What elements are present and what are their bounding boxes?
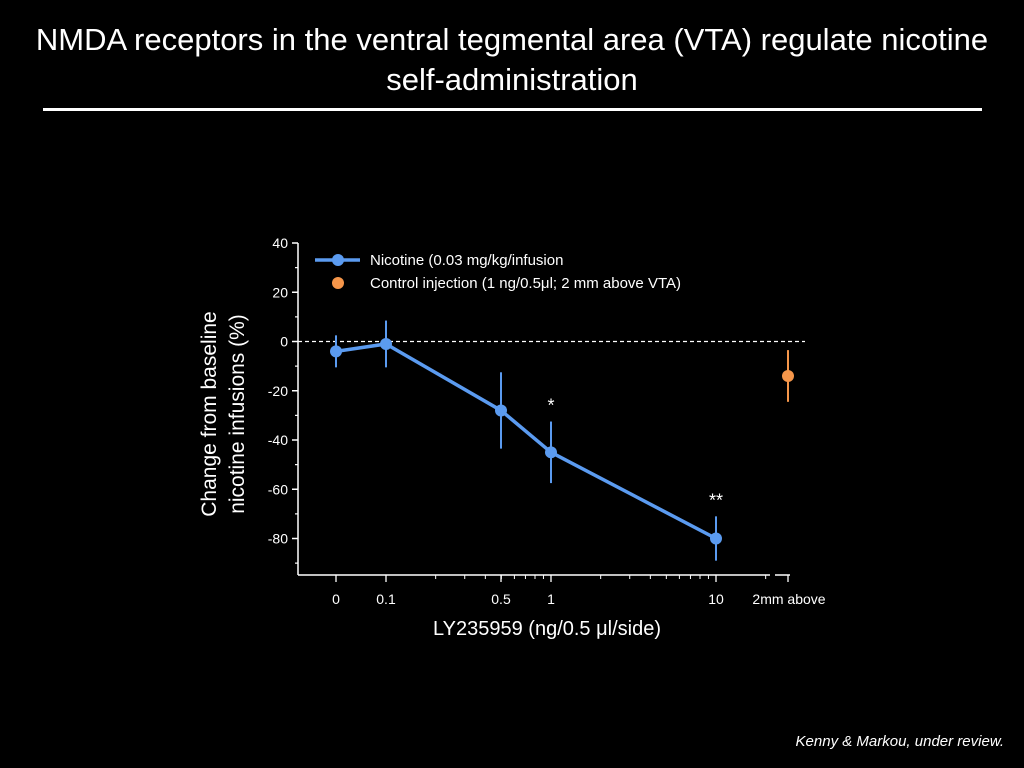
title-divider xyxy=(43,108,982,111)
x-axis-label: LY235959 (ng/0.5 μl/side) xyxy=(433,618,661,640)
data-point xyxy=(380,337,392,350)
citation: Kenny & Markou, under review. xyxy=(795,733,1004,750)
series-line xyxy=(335,342,717,541)
y-tick-label: 0 xyxy=(280,334,288,350)
data-point xyxy=(545,446,557,459)
legend-swatch-marker xyxy=(332,254,344,266)
y-axis-label-line-1: Change from baseline xyxy=(198,311,221,516)
y-tick-label: -20 xyxy=(268,383,288,399)
x-tick-label: 0.1 xyxy=(376,591,396,607)
y-tick-label: -60 xyxy=(268,481,288,497)
significance-marker: ** xyxy=(709,490,723,510)
data-point xyxy=(782,369,794,382)
data-point xyxy=(330,345,342,358)
y-axis-label-line-2: nicotine infusions (%) xyxy=(226,314,249,514)
chart-legend: Nicotine (0.03 mg/kg/infusion Control inj… xyxy=(315,252,681,292)
data-point xyxy=(710,532,722,545)
chart-axes: 40 20 0 -20 -40 -60 -80 0 0.1 0.5 1 10 2mm above xyxy=(268,235,826,607)
y-tick-label: -40 xyxy=(268,432,288,448)
legend-label: Nicotine (0.03 mg/kg/infusion xyxy=(370,252,563,269)
x-tick-label: 0 xyxy=(332,591,340,607)
legend-label: Control injection (1 ng/0.5μl; 2 mm abov… xyxy=(370,275,681,292)
y-tick-label: -80 xyxy=(268,531,288,547)
data-point xyxy=(495,404,507,417)
y-tick-label: 40 xyxy=(272,235,288,251)
x-tick-label: 2mm above xyxy=(752,591,825,607)
slide-title: NMDA receptors in the ventral tegmental … xyxy=(35,22,989,97)
chart-marks: *** xyxy=(298,320,805,561)
x-tick-label: 1 xyxy=(547,591,555,607)
axis-labels: Change from baseline nicotine infusions … xyxy=(198,311,661,640)
x-tick-label: 0.5 xyxy=(491,591,511,607)
x-tick-label: 10 xyxy=(708,591,724,607)
legend-swatch-marker xyxy=(332,277,344,289)
significance-marker: * xyxy=(547,396,554,416)
y-tick-label: 20 xyxy=(272,284,288,300)
